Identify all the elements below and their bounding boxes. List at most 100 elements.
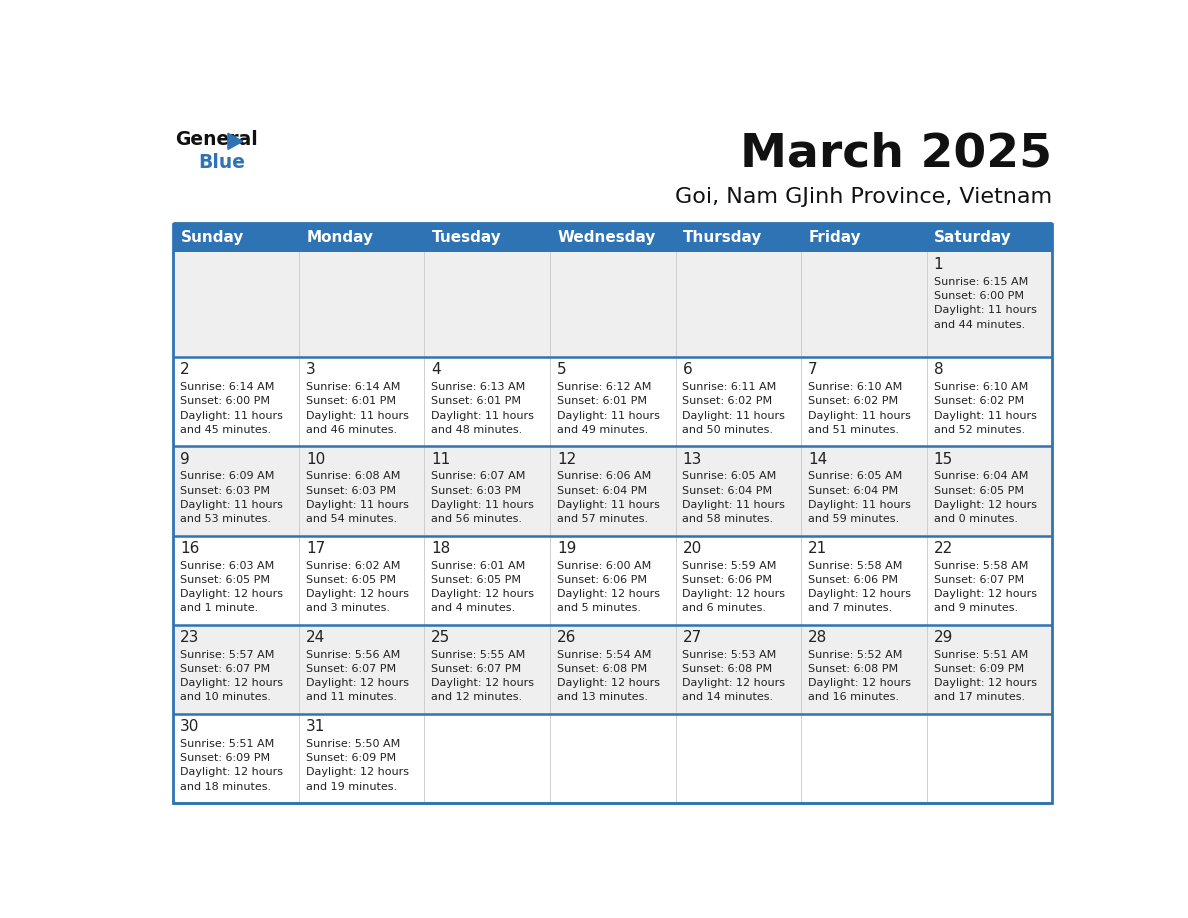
Text: 2: 2 [181, 363, 190, 377]
Text: 5: 5 [557, 363, 567, 377]
Text: and 14 minutes.: and 14 minutes. [682, 692, 773, 702]
Bar [173, 535, 1053, 625]
Text: and 50 minutes.: and 50 minutes. [682, 425, 773, 435]
Text: and 5 minutes.: and 5 minutes. [557, 603, 640, 613]
Text: Daylight: 12 hours: Daylight: 12 hours [934, 589, 1037, 599]
Text: 6: 6 [682, 363, 693, 377]
Text: 21: 21 [808, 541, 827, 556]
Text: Sunset: 6:02 PM: Sunset: 6:02 PM [934, 397, 1024, 407]
Text: Sunrise: 5:54 AM: Sunrise: 5:54 AM [557, 650, 651, 660]
Text: 15: 15 [934, 452, 953, 466]
Text: Daylight: 11 hours: Daylight: 11 hours [305, 499, 409, 509]
Text: and 11 minutes.: and 11 minutes. [305, 692, 397, 702]
Text: and 51 minutes.: and 51 minutes. [808, 425, 899, 435]
Text: Sunrise: 6:07 AM: Sunrise: 6:07 AM [431, 471, 526, 481]
Text: 28: 28 [808, 630, 827, 645]
Text: and 53 minutes.: and 53 minutes. [181, 514, 271, 524]
Text: Thursday: Thursday [683, 230, 763, 245]
Text: and 12 minutes.: and 12 minutes. [431, 692, 523, 702]
Text: Daylight: 12 hours: Daylight: 12 hours [305, 678, 409, 688]
Bar [173, 224, 1053, 252]
Text: 3: 3 [305, 363, 316, 377]
Text: Wednesday: Wednesday [557, 230, 656, 245]
Text: Sunset: 6:00 PM: Sunset: 6:00 PM [934, 291, 1024, 301]
Text: Daylight: 12 hours: Daylight: 12 hours [934, 499, 1037, 509]
Text: Sunrise: 5:51 AM: Sunrise: 5:51 AM [934, 650, 1028, 660]
Text: Daylight: 11 hours: Daylight: 11 hours [181, 410, 283, 420]
Text: Goi, Nam GJinh Province, Vietnam: Goi, Nam GJinh Province, Vietnam [675, 187, 1053, 207]
Text: 19: 19 [557, 541, 576, 556]
Text: Daylight: 12 hours: Daylight: 12 hours [934, 678, 1037, 688]
Text: Daylight: 11 hours: Daylight: 11 hours [808, 410, 911, 420]
Text: Sunset: 6:05 PM: Sunset: 6:05 PM [305, 575, 396, 585]
Text: Daylight: 11 hours: Daylight: 11 hours [305, 410, 409, 420]
Text: 31: 31 [305, 720, 326, 734]
Text: 30: 30 [181, 720, 200, 734]
Text: Daylight: 12 hours: Daylight: 12 hours [808, 589, 911, 599]
Text: Sunset: 6:02 PM: Sunset: 6:02 PM [808, 397, 898, 407]
Text: Sunset: 6:00 PM: Sunset: 6:00 PM [181, 397, 271, 407]
Bar [173, 446, 1053, 535]
Text: Sunrise: 6:14 AM: Sunrise: 6:14 AM [181, 382, 274, 392]
Text: and 0 minutes.: and 0 minutes. [934, 514, 1018, 524]
Text: Sunrise: 5:58 AM: Sunrise: 5:58 AM [808, 561, 903, 571]
Text: and 13 minutes.: and 13 minutes. [557, 692, 647, 702]
Text: and 17 minutes.: and 17 minutes. [934, 692, 1025, 702]
Text: Sunset: 6:06 PM: Sunset: 6:06 PM [682, 575, 772, 585]
Text: 14: 14 [808, 452, 827, 466]
Text: Sunrise: 6:05 AM: Sunrise: 6:05 AM [682, 471, 777, 481]
Text: Sunset: 6:01 PM: Sunset: 6:01 PM [431, 397, 522, 407]
Text: 1: 1 [934, 257, 943, 273]
Text: Daylight: 12 hours: Daylight: 12 hours [181, 767, 283, 778]
Text: 13: 13 [682, 452, 702, 466]
Text: Sunset: 6:05 PM: Sunset: 6:05 PM [181, 575, 271, 585]
Text: 9: 9 [181, 452, 190, 466]
Text: Daylight: 11 hours: Daylight: 11 hours [934, 410, 1036, 420]
Polygon shape [228, 133, 242, 150]
Text: and 57 minutes.: and 57 minutes. [557, 514, 647, 524]
Text: Sunrise: 6:10 AM: Sunrise: 6:10 AM [808, 382, 902, 392]
Text: and 6 minutes.: and 6 minutes. [682, 603, 766, 613]
Text: Sunset: 6:09 PM: Sunset: 6:09 PM [305, 754, 396, 763]
Text: 12: 12 [557, 452, 576, 466]
Text: Sunset: 6:01 PM: Sunset: 6:01 PM [557, 397, 647, 407]
Text: Daylight: 12 hours: Daylight: 12 hours [682, 678, 785, 688]
Text: Sunset: 6:07 PM: Sunset: 6:07 PM [305, 664, 396, 674]
Text: Sunrise: 5:55 AM: Sunrise: 5:55 AM [431, 650, 525, 660]
Text: 18: 18 [431, 541, 450, 556]
Text: 24: 24 [305, 630, 326, 645]
Text: Sunrise: 6:06 AM: Sunrise: 6:06 AM [557, 471, 651, 481]
Text: and 9 minutes.: and 9 minutes. [934, 603, 1018, 613]
Text: Daylight: 12 hours: Daylight: 12 hours [557, 678, 659, 688]
Text: Daylight: 11 hours: Daylight: 11 hours [557, 499, 659, 509]
Text: Daylight: 11 hours: Daylight: 11 hours [181, 499, 283, 509]
Text: and 49 minutes.: and 49 minutes. [557, 425, 649, 435]
Text: 26: 26 [557, 630, 576, 645]
Text: Daylight: 12 hours: Daylight: 12 hours [305, 589, 409, 599]
Text: Sunset: 6:04 PM: Sunset: 6:04 PM [808, 486, 898, 496]
Text: Sunset: 6:06 PM: Sunset: 6:06 PM [557, 575, 647, 585]
Bar [173, 224, 1053, 803]
Text: Sunset: 6:08 PM: Sunset: 6:08 PM [557, 664, 647, 674]
Text: Sunrise: 5:57 AM: Sunrise: 5:57 AM [181, 650, 274, 660]
Text: Sunset: 6:07 PM: Sunset: 6:07 PM [181, 664, 271, 674]
Text: 7: 7 [808, 363, 817, 377]
Text: Sunrise: 5:59 AM: Sunrise: 5:59 AM [682, 561, 777, 571]
Text: Sunset: 6:01 PM: Sunset: 6:01 PM [305, 397, 396, 407]
Text: Tuesday: Tuesday [432, 230, 501, 245]
Text: Daylight: 11 hours: Daylight: 11 hours [431, 499, 535, 509]
Text: Sunset: 6:07 PM: Sunset: 6:07 PM [431, 664, 522, 674]
Text: 27: 27 [682, 630, 702, 645]
Text: Daylight: 12 hours: Daylight: 12 hours [181, 678, 283, 688]
Text: Sunset: 6:03 PM: Sunset: 6:03 PM [431, 486, 522, 496]
Text: Sunset: 6:09 PM: Sunset: 6:09 PM [181, 754, 271, 763]
Text: Daylight: 11 hours: Daylight: 11 hours [557, 410, 659, 420]
Text: Sunrise: 6:14 AM: Sunrise: 6:14 AM [305, 382, 400, 392]
Text: Sunset: 6:05 PM: Sunset: 6:05 PM [431, 575, 522, 585]
Text: Sunset: 6:05 PM: Sunset: 6:05 PM [934, 486, 1024, 496]
Text: 22: 22 [934, 541, 953, 556]
Bar [173, 252, 1053, 357]
Text: Daylight: 11 hours: Daylight: 11 hours [682, 410, 785, 420]
Text: and 19 minutes.: and 19 minutes. [305, 782, 397, 791]
Text: Sunrise: 6:04 AM: Sunrise: 6:04 AM [934, 471, 1028, 481]
